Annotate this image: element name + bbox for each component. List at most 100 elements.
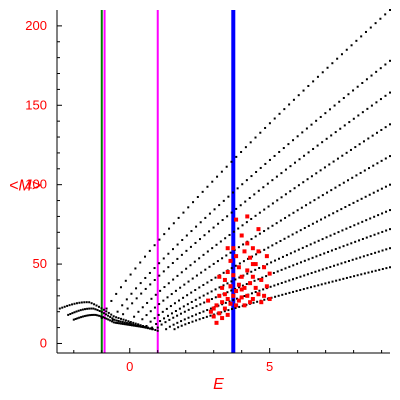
black-point — [123, 323, 126, 326]
black-point — [119, 286, 122, 289]
red-point — [245, 214, 250, 219]
black-point — [328, 108, 331, 111]
black-point — [221, 303, 224, 306]
black-point — [181, 238, 184, 241]
black-point — [320, 218, 323, 221]
black-point — [76, 317, 79, 320]
black-point — [295, 231, 298, 234]
black-point — [292, 290, 295, 293]
black-point — [293, 161, 296, 164]
black-point — [140, 325, 143, 328]
black-point — [275, 222, 278, 225]
black-point — [309, 243, 312, 246]
black-point — [208, 230, 211, 233]
black-point — [289, 252, 292, 255]
black-point — [338, 278, 341, 281]
black-point — [235, 207, 238, 210]
black-point — [362, 140, 365, 143]
black-point — [368, 193, 371, 196]
red-point — [225, 312, 230, 317]
black-point — [361, 220, 364, 223]
black-point — [303, 154, 306, 157]
black-point — [271, 202, 274, 205]
black-point — [171, 248, 174, 251]
black-point — [230, 289, 233, 292]
black-point — [179, 286, 182, 289]
black-point — [75, 310, 78, 313]
black-point — [346, 243, 349, 246]
red-point — [253, 262, 258, 267]
black-point — [148, 271, 151, 274]
black-point — [326, 191, 329, 194]
black-point — [180, 271, 183, 274]
black-point — [206, 292, 209, 295]
black-point — [158, 303, 161, 306]
black-point — [379, 98, 382, 101]
black-point — [95, 304, 98, 307]
black-point — [243, 295, 246, 298]
black-point — [178, 299, 181, 302]
black-point — [327, 250, 330, 253]
black-point — [313, 285, 316, 288]
black-point — [135, 297, 138, 300]
black-point — [333, 232, 336, 235]
black-point — [264, 162, 267, 165]
black-point — [389, 9, 391, 11]
black-point — [380, 187, 383, 190]
red-point — [208, 309, 213, 314]
black-point — [238, 305, 241, 308]
y-tick-label: 100 — [25, 177, 47, 192]
black-point — [206, 281, 209, 284]
black-point — [267, 246, 270, 249]
black-point — [226, 215, 229, 218]
black-point — [176, 243, 179, 246]
black-point — [303, 274, 306, 277]
red-point — [262, 265, 267, 270]
black-point — [191, 306, 194, 309]
black-point — [201, 190, 204, 193]
black-point — [299, 275, 302, 278]
black-point — [194, 298, 197, 301]
black-point — [379, 17, 382, 20]
black-point — [288, 265, 291, 268]
black-point — [224, 237, 227, 240]
black-point — [312, 147, 315, 150]
black-point — [271, 244, 274, 247]
black-point — [85, 301, 88, 304]
black-point — [375, 131, 378, 134]
red-point — [239, 233, 244, 238]
black-point — [98, 314, 101, 317]
black-point — [324, 112, 327, 115]
black-point — [333, 264, 336, 267]
red-point — [242, 249, 247, 254]
black-point — [100, 307, 103, 310]
black-point — [110, 299, 113, 302]
vertical-lines-layer — [100, 10, 236, 353]
black-point — [344, 206, 347, 209]
red-point — [214, 303, 219, 308]
red-point — [214, 320, 219, 325]
red-point — [256, 227, 261, 232]
black-point — [273, 284, 276, 287]
red-point — [250, 297, 255, 302]
black-point — [323, 252, 326, 255]
black-point — [138, 325, 141, 328]
red-point — [250, 246, 255, 251]
black-point — [384, 63, 387, 66]
black-point — [124, 279, 127, 282]
black-point — [63, 305, 66, 308]
black-point — [341, 154, 344, 157]
black-point — [169, 305, 172, 308]
black-point — [183, 318, 186, 321]
black-point — [276, 270, 279, 273]
black-point — [279, 219, 282, 222]
black-point — [306, 287, 309, 290]
black-point — [112, 315, 115, 318]
black-point — [278, 112, 281, 115]
black-point — [150, 297, 153, 300]
black-point — [196, 195, 199, 198]
black-point — [359, 256, 362, 259]
black-point — [249, 141, 252, 144]
red-point — [217, 274, 222, 279]
black-point — [190, 300, 193, 303]
